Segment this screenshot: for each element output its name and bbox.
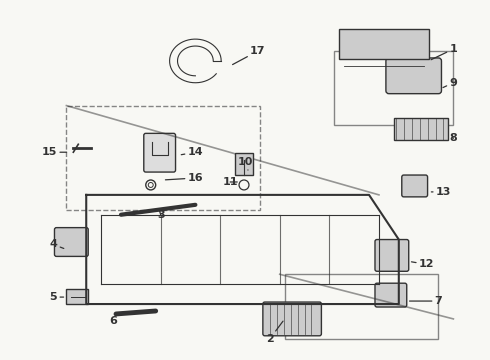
FancyBboxPatch shape [144,133,175,172]
Text: 13: 13 [431,187,451,197]
Text: 5: 5 [49,292,64,302]
FancyBboxPatch shape [54,228,88,256]
Text: 14: 14 [181,147,203,157]
FancyBboxPatch shape [375,239,409,271]
FancyBboxPatch shape [402,175,428,197]
Text: 4: 4 [49,239,64,249]
Text: 8: 8 [449,133,457,143]
Bar [334,51,453,125]
FancyBboxPatch shape [375,283,407,307]
Bar [285,274,439,339]
Bar [394,118,448,140]
Text: 9: 9 [443,78,457,88]
Text: 15: 15 [42,147,67,157]
Text: 6: 6 [109,314,121,326]
FancyBboxPatch shape [386,58,441,94]
Bar [66,105,260,210]
Text: 7: 7 [410,296,442,306]
Text: 17: 17 [233,46,266,64]
Bar [235,153,253,175]
FancyBboxPatch shape [263,302,321,336]
Text: 2: 2 [266,321,283,344]
Bar [66,289,88,304]
Text: 3: 3 [157,210,165,220]
Bar [339,29,429,59]
Text: 11: 11 [222,177,238,187]
Text: 12: 12 [412,259,434,269]
Text: 16: 16 [166,173,203,183]
Text: 10: 10 [237,157,253,170]
Text: 1: 1 [431,44,457,60]
